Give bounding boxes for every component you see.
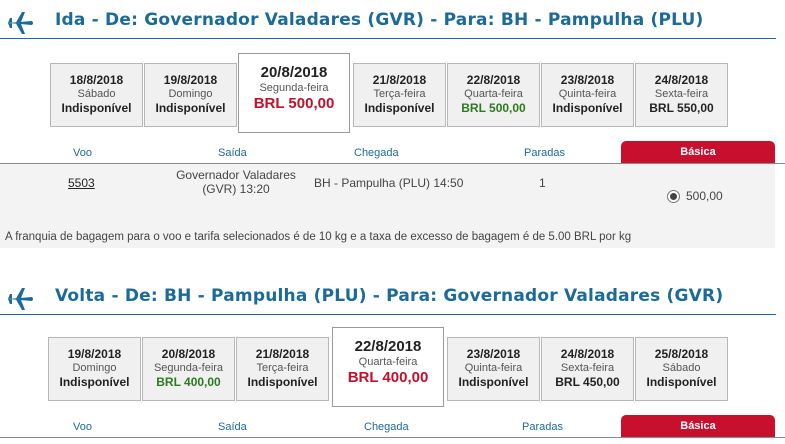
departure-info: Governador Valadares (GVR) 13:20 xyxy=(166,168,306,196)
departure-time: (GVR) 13:20 xyxy=(202,182,270,196)
date-label: 22/8/2018 xyxy=(354,338,422,355)
price-label: Indisponível xyxy=(59,375,130,389)
date-option[interactable]: 20/8/2018 Segunda-feira BRL 400,00 xyxy=(142,337,235,401)
outbound-date-selector: 18/8/2018 Sábado Indisponível 19/8/2018 … xyxy=(0,53,785,133)
price-label: BRL 500,00 xyxy=(253,95,335,112)
date-label: 24/8/2018 xyxy=(560,347,615,361)
date-option[interactable]: 23/8/2018 Quinta-feira Indisponível xyxy=(541,63,634,127)
weekday-label: Domingo xyxy=(72,362,117,374)
price-label: Indisponível xyxy=(155,101,226,115)
fare-tab-basica[interactable]: Básica xyxy=(621,415,775,437)
date-label: 24/8/2018 xyxy=(654,73,709,87)
col-voo: Voo xyxy=(73,147,92,159)
outbound-section: Ida - De: Governador Valadares (GVR) - P… xyxy=(0,0,785,248)
return-column-headers: Voo Saída Chegada Paradas Básica xyxy=(0,415,785,438)
flight-row: 5503 Governador Valadares (GVR) 13:20 BH… xyxy=(0,164,775,248)
return-date-selector: 19/8/2018 Domingo Indisponível 20/8/2018… xyxy=(0,327,785,407)
weekday-label: Quarta-feira xyxy=(358,356,418,368)
flight-number-link[interactable]: 5503 xyxy=(68,176,95,190)
date-label: 25/8/2018 xyxy=(654,347,709,361)
price-label: Indisponível xyxy=(646,375,717,389)
header-divider xyxy=(0,314,776,315)
weekday-label: Quarta-feira xyxy=(464,88,523,100)
date-option[interactable]: 24/8/2018 Sexta-feira BRL 450,00 xyxy=(541,337,634,401)
price-label: Indisponível xyxy=(458,375,529,389)
return-section: Volta - De: BH - Pampulha (PLU) - Para: … xyxy=(0,276,785,438)
fare-price: 500,00 xyxy=(686,189,723,203)
arrival-info: BH - Pampulha (PLU) 14:50 xyxy=(314,176,464,190)
date-option[interactable]: 21/8/2018 Terça-feira Indisponível xyxy=(236,337,329,401)
price-label: Indisponível xyxy=(364,101,435,115)
price-label: BRL 400,00 xyxy=(347,369,429,386)
weekday-label: Terça-feira xyxy=(256,362,309,374)
date-label: 19/8/2018 xyxy=(67,347,122,361)
return-title: Volta - De: BH - Pampulha (PLU) - Para: … xyxy=(55,286,724,306)
date-option-selected[interactable]: 20/8/2018 Segunda-feira BRL 500,00 xyxy=(238,53,350,133)
price-label: BRL 400,00 xyxy=(156,375,221,389)
date-label: 19/8/2018 xyxy=(163,73,218,87)
weekday-label: Quinta-feira xyxy=(558,88,617,100)
date-option[interactable]: 19/8/2018 Domingo Indisponível xyxy=(144,63,237,127)
weekday-label: Segunda-feira xyxy=(259,82,329,94)
col-voo: Voo xyxy=(73,421,92,433)
date-label: 23/8/2018 xyxy=(560,73,615,87)
outbound-title: Ida - De: Governador Valadares (GVR) - P… xyxy=(55,10,704,30)
baggage-note: A franquia de bagagem para o voo e tarif… xyxy=(5,231,632,243)
weekday-label: Terça-feira xyxy=(373,88,426,100)
outbound-column-headers: Voo Saída Chegada Paradas Básica xyxy=(0,141,785,164)
price-label: BRL 500,00 xyxy=(461,101,526,115)
price-label: Indisponível xyxy=(61,101,132,115)
date-label: 20/8/2018 xyxy=(260,64,328,81)
price-label: BRL 550,00 xyxy=(649,101,714,115)
weekday-label: Domingo xyxy=(168,88,213,100)
date-option-selected[interactable]: 22/8/2018 Quarta-feira BRL 400,00 xyxy=(332,327,444,407)
date-option[interactable]: 18/8/2018 Sábado Indisponível xyxy=(50,63,143,127)
weekday-label: Sexta-feira xyxy=(654,88,709,100)
date-label: 20/8/2018 xyxy=(161,347,216,361)
plane-icon xyxy=(8,12,33,34)
weekday-label: Sábado xyxy=(77,88,116,100)
col-saida: Saída xyxy=(218,147,247,159)
plane-icon xyxy=(8,288,33,310)
weekday-label: Quinta-feira xyxy=(464,362,523,374)
col-chegada: Chegada xyxy=(354,147,399,159)
stops-count: 1 xyxy=(539,176,546,190)
outbound-header: Ida - De: Governador Valadares (GVR) - P… xyxy=(0,0,785,40)
col-paradas: Paradas xyxy=(524,147,565,159)
date-option[interactable]: 21/8/2018 Terça-feira Indisponível xyxy=(353,63,446,127)
date-label: 23/8/2018 xyxy=(466,347,521,361)
weekday-label: Sexta-feira xyxy=(560,362,615,374)
date-label: 21/8/2018 xyxy=(372,73,427,87)
col-chegada: Chegada xyxy=(364,421,409,433)
radio-icon[interactable] xyxy=(667,189,680,203)
fare-tab-basica[interactable]: Básica xyxy=(621,141,775,163)
date-label: 18/8/2018 xyxy=(69,73,124,87)
fare-option[interactable]: 500,00 xyxy=(667,189,723,203)
date-label: 22/8/2018 xyxy=(466,73,521,87)
return-header: Volta - De: BH - Pampulha (PLU) - Para: … xyxy=(0,276,785,316)
date-option[interactable]: 23/8/2018 Quinta-feira Indisponível xyxy=(447,337,540,401)
price-label: Indisponível xyxy=(247,375,318,389)
col-saida: Saída xyxy=(218,421,247,433)
price-label: Indisponível xyxy=(552,101,623,115)
date-option[interactable]: 25/8/2018 Sábado Indisponível xyxy=(635,337,728,401)
date-option[interactable]: 24/8/2018 Sexta-feira BRL 550,00 xyxy=(635,63,728,127)
departure-city: Governador Valadares xyxy=(176,168,296,182)
date-label: 21/8/2018 xyxy=(255,347,310,361)
date-option[interactable]: 19/8/2018 Domingo Indisponível xyxy=(48,337,141,401)
date-option[interactable]: 22/8/2018 Quarta-feira BRL 500,00 xyxy=(447,63,540,127)
col-paradas: Paradas xyxy=(522,421,563,433)
header-divider xyxy=(0,38,776,39)
weekday-label: Segunda-feira xyxy=(153,362,224,374)
weekday-label: Sábado xyxy=(662,362,701,374)
price-label: BRL 450,00 xyxy=(555,375,620,389)
